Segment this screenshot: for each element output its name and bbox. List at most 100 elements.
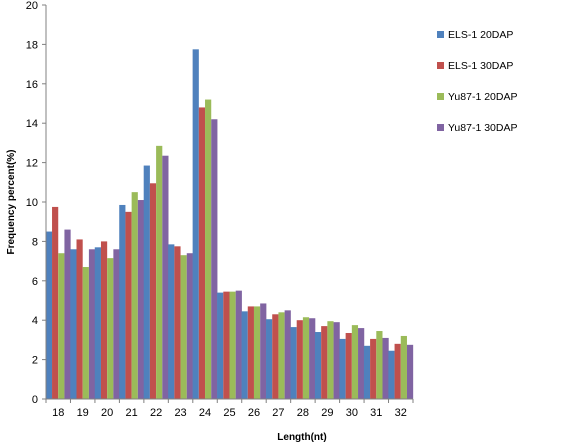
y-tick-label: 8 <box>32 236 38 248</box>
x-axis-title: Length(nt) <box>277 432 326 443</box>
y-tick-label: 10 <box>26 197 38 209</box>
legend-label: Yu87-1 20DAP <box>448 91 517 103</box>
x-tick-label: 32 <box>395 407 407 419</box>
bar <box>321 326 328 399</box>
bar <box>168 244 175 399</box>
x-tick-label: 28 <box>297 407 309 419</box>
x-tick-label: 18 <box>52 407 64 419</box>
bar <box>370 338 377 399</box>
bar <box>149 183 157 399</box>
bar <box>192 49 199 399</box>
bar <box>406 344 414 399</box>
x-axis-ticks: 18 19 20 21 22 23 24 25 26 27 28 29 30 31 32 <box>45 399 414 419</box>
bars <box>45 49 414 399</box>
bar <box>266 319 273 399</box>
bar <box>64 229 71 399</box>
legend: ELS-1 20DAP ELS-1 30DAP Yu87-1 20DAP Yu87-1… <box>437 29 517 134</box>
y-axis-title: Frequency percent(%) <box>6 149 17 254</box>
bar <box>143 165 150 399</box>
bar <box>156 145 163 399</box>
bar <box>162 155 169 399</box>
bar <box>88 249 96 399</box>
bar <box>253 306 261 399</box>
bar <box>296 320 303 399</box>
x-tick-label: 29 <box>321 407 333 419</box>
bar <box>272 314 279 399</box>
y-tick-label: 14 <box>26 118 38 130</box>
legend-swatch <box>437 31 444 38</box>
bar <box>45 231 53 399</box>
x-tick-label: 27 <box>272 407 284 419</box>
bar <box>100 241 108 399</box>
bar <box>180 255 187 399</box>
bar <box>333 322 340 399</box>
bar <box>235 290 242 399</box>
legend-swatch <box>437 62 444 69</box>
x-tick-label: 20 <box>101 407 113 419</box>
y-tick-label: 4 <box>32 315 38 327</box>
x-tick-label: 30 <box>346 407 358 419</box>
bar <box>186 253 193 399</box>
bar <box>339 338 346 399</box>
legend-label: ELS-1 30DAP <box>448 60 513 72</box>
bar <box>247 306 254 399</box>
bar <box>76 239 83 399</box>
bar <box>278 312 285 399</box>
bar <box>345 333 352 399</box>
y-tick-label: 2 <box>32 355 38 367</box>
x-tick-label: 26 <box>248 407 260 419</box>
bar <box>217 292 224 399</box>
legend-label: ELS-1 20DAP <box>448 29 513 41</box>
bar <box>211 119 218 399</box>
bar <box>382 337 389 399</box>
bar <box>113 249 120 399</box>
x-tick-label: 24 <box>199 407 211 419</box>
y-tick-label: 18 <box>26 39 38 51</box>
x-tick-label: 31 <box>370 407 382 419</box>
bar <box>358 328 365 399</box>
x-tick-label: 19 <box>77 407 89 419</box>
x-tick-label: 22 <box>150 407 162 419</box>
bar <box>70 249 77 399</box>
y-tick-label: 16 <box>26 79 38 91</box>
bar <box>260 303 267 399</box>
legend-label: Yu87-1 30DAP <box>448 122 517 134</box>
bar <box>290 327 297 399</box>
bar <box>205 99 212 399</box>
x-tick-label: 25 <box>223 407 235 419</box>
bar <box>309 318 316 399</box>
y-tick-label: 0 <box>32 394 38 406</box>
bar <box>394 343 401 399</box>
bar <box>241 311 248 399</box>
bar <box>351 325 359 399</box>
bar <box>363 345 371 399</box>
bar <box>314 332 322 399</box>
bar <box>223 291 230 399</box>
bar <box>327 321 334 399</box>
bar <box>284 310 291 399</box>
y-axis-ticks: 0 2 4 6 8 10 12 14 16 18 20 <box>26 0 46 406</box>
bar <box>137 200 145 399</box>
x-tick-label: 21 <box>126 407 138 419</box>
bar <box>400 335 407 399</box>
bar <box>52 206 59 399</box>
legend-swatch <box>437 93 444 100</box>
x-tick-label: 23 <box>174 407 186 419</box>
legend-swatch <box>437 124 444 131</box>
bar <box>119 204 126 399</box>
bar <box>198 107 206 399</box>
bar <box>229 291 236 399</box>
bar <box>107 258 114 399</box>
bar <box>94 247 101 399</box>
bar <box>302 317 310 399</box>
y-tick-label: 20 <box>26 0 38 12</box>
bar <box>82 267 89 399</box>
bar <box>174 246 181 399</box>
y-tick-label: 12 <box>26 158 38 170</box>
y-tick-label: 6 <box>32 276 38 288</box>
bar <box>131 192 138 399</box>
bar <box>58 253 65 399</box>
bar <box>388 350 395 399</box>
bar <box>125 211 132 399</box>
